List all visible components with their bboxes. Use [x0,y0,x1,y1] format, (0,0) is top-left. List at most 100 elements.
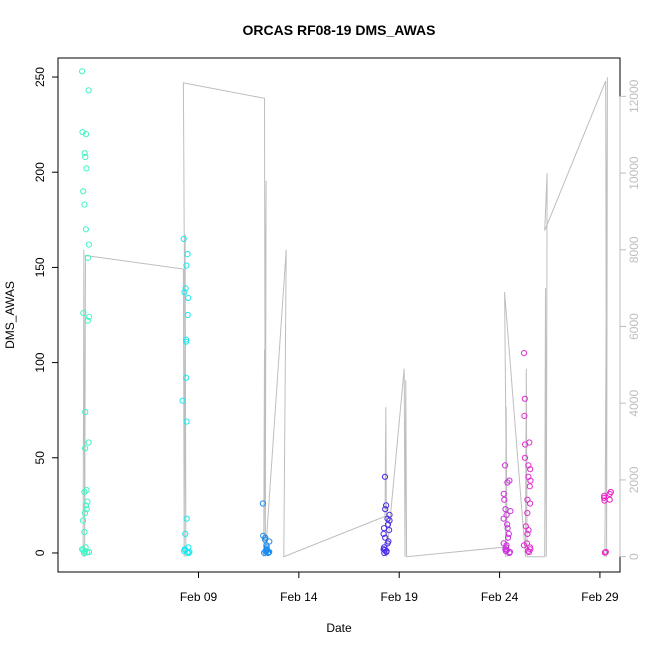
y-tick-label-left: 150 [33,257,47,277]
data-point-rf14 [606,490,613,497]
data-point-rf12 [500,515,507,522]
data-point-rf12 [504,479,511,486]
data-point-rf13 [524,509,531,517]
altitude-line [82,77,608,558]
data-point-rf08 [82,153,89,161]
data-point-rf08 [82,226,90,233]
data-point-rf11 [384,540,391,547]
data-point-rf11 [380,525,388,532]
data-point-rf08 [86,313,93,320]
data-point-rf08 [82,445,89,452]
data-point-rf09 [181,289,188,296]
data-point-rf08 [82,131,90,138]
data-point-rf13 [521,454,529,461]
data-point-rf09 [183,338,190,345]
y-tick-label-left: 50 [33,451,47,465]
data-point-rf11 [381,549,388,557]
data-point-rf13 [526,483,533,490]
data-point-rf12 [504,525,511,532]
data-point-rf08 [84,549,91,556]
y-tick-label-right: 0 [627,553,641,560]
data-point-rf11 [381,473,389,480]
data-point-rf09 [182,336,190,343]
data-point-rf08 [85,439,92,446]
data-point-rf12 [502,462,509,469]
data-point-rf13 [521,395,528,402]
data-point-rf08 [81,528,88,536]
data-point-rf11 [386,527,393,534]
x-tick-label: Feb 14 [280,590,318,604]
data-point-rf08 [82,502,90,509]
y-axis-right: 0 2000 4000 6000 8000 10000 12000 [619,79,641,560]
data-point-rf13 [527,500,534,507]
data-point-rf14 [601,497,608,504]
data-point-rf10 [261,549,268,556]
data-point-rf09 [183,515,190,522]
data-point-rf09 [183,374,190,381]
data-point-rf08 [84,498,91,505]
data-point-rf08 [85,87,92,94]
y-tick-label-right: 10000 [627,156,641,190]
data-point-rf12 [501,496,508,503]
data-point-rf08 [84,254,92,261]
data-point-rf13 [527,466,534,473]
data-point-rf12 [505,530,512,538]
x-tick-label: Feb 19 [381,590,419,604]
data-point-rf13 [524,530,531,538]
data-point-rf13 [520,542,528,549]
y-tick-label-left: 200 [33,162,47,182]
data-point-rf12 [506,549,513,557]
data-point-rf11 [383,502,390,509]
data-point-rf13 [521,350,528,357]
data-point-rf13 [522,441,529,448]
data-point-rf11 [386,517,393,524]
data-point-rf09 [179,397,186,404]
data-point-rf08 [81,549,88,557]
points-layer [79,68,614,557]
x-tick-label: Feb 29 [581,590,619,604]
data-point-rf10 [264,549,272,557]
y-axis-left: 0 50 100 150 200 250 [33,67,59,556]
data-point-rf08 [79,129,86,136]
data-point-rf12 [502,548,509,555]
y-tick-label-left: 250 [33,67,47,87]
data-point-rf09 [185,294,192,301]
data-point-rf14 [601,549,609,556]
x-axis-label: Date [326,621,352,635]
data-point-rf13 [527,477,534,484]
y-tick-label-right: 12000 [627,79,641,113]
data-point-rf08 [83,165,90,172]
data-point-rf08 [80,188,87,195]
data-point-rf13 [525,462,532,469]
x-tick-label: Feb 24 [481,590,519,604]
plot-frame [57,57,621,573]
data-point-rf08 [79,517,87,524]
data-point-rf08 [85,241,93,248]
data-point-rf13 [526,548,533,556]
data-point-rf13 [524,548,532,555]
data-point-rf08 [81,150,88,157]
data-point-rf12 [503,511,510,519]
data-point-rf08 [81,488,88,496]
data-point-rf08 [79,68,86,75]
data-point-rf08 [81,201,88,208]
data-point-rf08 [80,310,87,317]
data-point-rf09 [184,311,191,319]
data-point-rf14 [606,496,613,503]
data-point-rf12 [506,477,513,484]
data-point-rf12 [500,490,507,497]
y-axis-label: DMS_AWAS [3,281,17,349]
data-point-rf09 [185,549,192,557]
data-point-rf09 [184,251,191,258]
y-tick-label-left: 0 [33,549,47,556]
data-point-rf11 [384,521,392,528]
y-tick-label-right: 8000 [627,236,641,263]
data-point-rf09 [182,530,189,538]
data-point-rf08 [82,409,89,416]
y-tick-label-left: 100 [33,352,47,372]
data-point-rf12 [504,521,511,528]
data-point-rf12 [504,534,512,541]
chart-title: ORCAS RF08-19 DMS_AWAS [243,22,436,38]
y-tick-label-right: 6000 [627,313,641,340]
